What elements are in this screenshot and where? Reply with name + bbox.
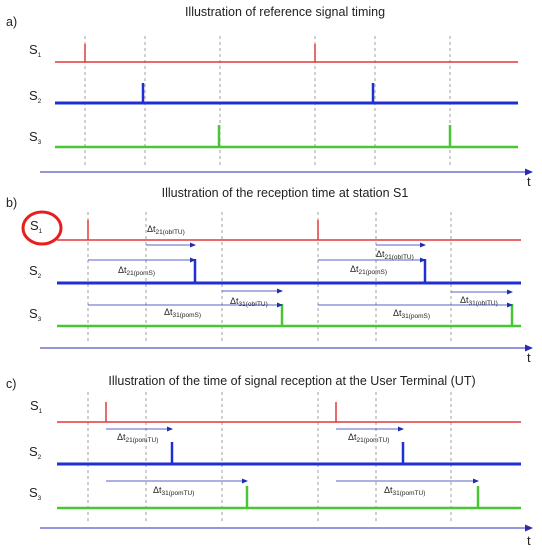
panel-c-s1-label: S1 bbox=[30, 398, 43, 415]
panel-c-label: c) bbox=[6, 377, 16, 391]
annotation-dt21-pomtu-2: Δt21(pomTU) bbox=[348, 432, 389, 444]
annotation-dt21-poms-2: Δt21(pomS) bbox=[350, 264, 387, 276]
panel-c-s3-label: S3 bbox=[29, 485, 42, 502]
panel-c-time-label: t bbox=[527, 533, 531, 548]
annotation-dt31-poms-1: Δt31(pomS) bbox=[164, 307, 201, 319]
panel-a-s2-label: S2 bbox=[29, 88, 42, 105]
annotation-dt31-obitu-1: Δt31(obITU) bbox=[230, 296, 268, 308]
annotation-dt31-obitu-2: Δt31(obITU) bbox=[460, 295, 498, 307]
annotation-dt31-pomtu-2: Δt31(pomTU) bbox=[384, 485, 425, 497]
panel-a-s3-label: S3 bbox=[29, 129, 42, 146]
panel-c-title: Illustration of the time of signal recep… bbox=[108, 374, 475, 388]
diagram-geometry bbox=[21, 36, 533, 532]
panel-b-label: b) bbox=[6, 196, 17, 210]
panel-a-s1-label: S1 bbox=[29, 42, 42, 59]
panel-b-s3-label: S3 bbox=[29, 306, 42, 323]
panel-b-s1-label: S1 bbox=[30, 218, 43, 235]
panel-c-s2-label: S2 bbox=[29, 444, 42, 461]
panel-b: b) Illustration of the reception time at… bbox=[6, 186, 531, 365]
annotation-dt21-poms-1: Δt21(pomS) bbox=[118, 265, 155, 277]
panel-c: c) Illustration of the time of signal re… bbox=[6, 374, 531, 548]
panel-a-time-label: t bbox=[527, 174, 531, 189]
panel-b-s1-highlight-circle bbox=[21, 210, 63, 246]
annotation-dt21-pomtu-1: Δt21(pomTU) bbox=[117, 432, 158, 444]
annotation-dt31-poms-2: Δt31(pomS) bbox=[393, 308, 430, 320]
annotation-dt21-obitu-2: Δt21(obITU) bbox=[376, 249, 414, 261]
panel-a: a) Illustration of reference signal timi… bbox=[6, 5, 531, 189]
annotation-dt21-obitu-1: Δt21(obITU) bbox=[147, 224, 185, 236]
panel-b-title: Illustration of the reception time at st… bbox=[162, 186, 409, 200]
panel-a-label: a) bbox=[6, 15, 17, 29]
panel-b-time-label: t bbox=[527, 350, 531, 365]
annotation-dt31-pomtu-1: Δt31(pomTU) bbox=[153, 485, 194, 497]
panel-b-s2-label: S2 bbox=[29, 263, 42, 280]
panel-a-title: Illustration of reference signal timing bbox=[185, 5, 385, 19]
